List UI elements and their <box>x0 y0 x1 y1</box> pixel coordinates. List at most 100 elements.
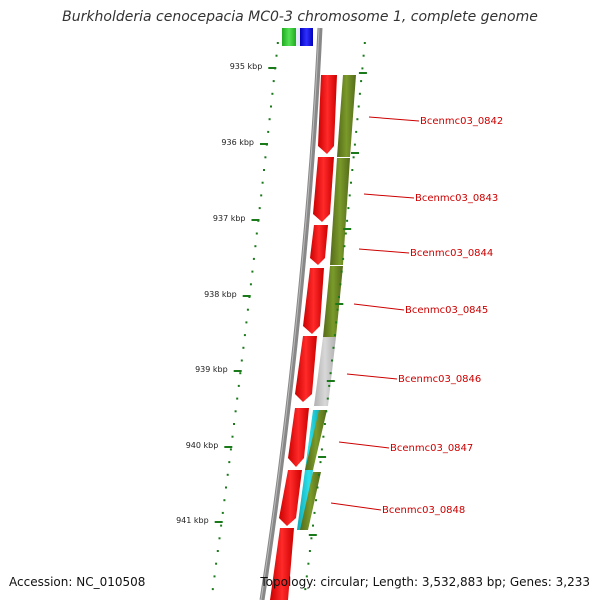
right-scale-dot <box>357 105 360 108</box>
gene-label-leader <box>368 116 420 122</box>
left-scale-dot <box>251 270 254 273</box>
kbp-tick-label: 937 kbp <box>213 214 246 223</box>
right-scale-dot <box>348 194 351 197</box>
right-scale-dot <box>323 423 326 425</box>
left-scale-dot <box>240 359 243 362</box>
kbp-tick-label: 939 kbp <box>195 365 228 374</box>
right-scale-dot <box>355 130 358 133</box>
left-scale-dot <box>245 321 248 324</box>
right-scale-dot <box>329 372 332 375</box>
gene-arrow[interactable] <box>270 528 294 600</box>
cog-block-blue <box>300 28 313 46</box>
gene-arrow[interactable] <box>310 225 328 265</box>
right-tick-mark <box>318 456 327 458</box>
gene-label[interactable]: Bcenmc03_0843 <box>415 193 498 204</box>
left-scale-dot <box>220 524 223 527</box>
cog-block-gray <box>314 337 336 406</box>
gene-arrow[interactable] <box>279 470 302 526</box>
right-scale-dot <box>328 384 331 387</box>
right-scale-dot <box>331 359 333 362</box>
right-scale-dot <box>353 143 356 146</box>
gene-arrow[interactable] <box>313 157 334 222</box>
left-scale-dot <box>249 283 252 286</box>
left-scale-dot <box>246 308 249 311</box>
left-scale-dot <box>211 588 214 591</box>
right-scale-dot <box>339 283 342 286</box>
cog-block-olive <box>337 75 356 157</box>
right-scale-dot <box>325 410 328 413</box>
right-scale-dot <box>343 245 346 248</box>
left-scale-dot <box>272 80 275 83</box>
kbp-tick-label: 935 kbp <box>230 62 263 71</box>
right-scale-dot <box>352 156 355 159</box>
left-scale-dot <box>275 54 278 57</box>
gene-arrow[interactable] <box>288 408 309 467</box>
left-scale-dot <box>229 448 232 451</box>
right-scale-dot <box>333 334 336 337</box>
right-tick-mark <box>358 72 367 74</box>
major-tick-mark <box>260 143 268 145</box>
left-scale-dot <box>261 181 264 184</box>
cog-block-olive <box>305 410 327 470</box>
major-tick-mark <box>251 219 260 221</box>
right-scale-dot <box>304 588 307 591</box>
left-scale-dot <box>242 346 245 349</box>
right-scale-dot <box>318 473 320 476</box>
right-scale-dot <box>308 550 311 552</box>
right-scale-dot <box>319 461 322 464</box>
major-tick-mark <box>233 370 242 372</box>
top-features <box>282 28 313 46</box>
right-scale-dot <box>310 537 313 540</box>
gene-label[interactable]: Bcenmc03_0844 <box>410 248 493 259</box>
left-scale-dot <box>255 232 258 235</box>
left-scale-dot <box>225 486 227 489</box>
right-scale-dot <box>358 92 361 95</box>
left-scale-dot <box>258 207 261 210</box>
gene-label-leader <box>358 248 410 254</box>
right-tick-mark <box>335 303 344 305</box>
left-scale-dot <box>231 435 234 438</box>
left-scale-dot <box>233 423 235 425</box>
right-tick-mark <box>351 152 359 154</box>
right-scale-dot <box>340 270 343 273</box>
gene-label[interactable]: Bcenmc03_0847 <box>390 443 473 454</box>
right-scale-dot <box>307 562 310 565</box>
scale-dots <box>211 42 366 591</box>
left-scale-dot <box>254 245 257 248</box>
right-scale-dot <box>350 181 352 184</box>
right-scale-dot <box>336 308 339 311</box>
chromosome-backbone-highlight <box>260 27 320 600</box>
gene-label[interactable]: Bcenmc03_0848 <box>382 505 465 516</box>
cog-block-olive <box>323 266 343 337</box>
major-tick-mark <box>268 67 277 69</box>
major-tick-mark <box>242 295 251 297</box>
gene-label[interactable]: Bcenmc03_0845 <box>405 305 488 316</box>
right-scale-dot <box>356 118 359 121</box>
genome-summary: Topology: circular; Length: 3,532,883 bp… <box>260 575 590 589</box>
right-scale-dot <box>316 486 319 489</box>
gene-arrow[interactable] <box>303 268 324 334</box>
left-scale-dot <box>234 410 237 413</box>
gene-track[interactable] <box>270 75 337 600</box>
left-scale-dot <box>213 575 216 578</box>
left-scale-dot <box>276 42 279 44</box>
gene-arrow[interactable] <box>318 75 337 154</box>
right-scale-dot <box>351 169 354 171</box>
left-scale-dot <box>223 499 226 502</box>
gene-label[interactable]: Bcenmc03_0846 <box>398 374 481 385</box>
kbp-tick-label: 940 kbp <box>186 441 219 450</box>
kbp-tick-label: 941 kbp <box>176 516 209 525</box>
accession-text: Accession: NC_010508 <box>9 575 146 589</box>
gene-label-leader <box>330 502 382 511</box>
gene-label[interactable]: Bcenmc03_0842 <box>420 116 503 127</box>
major-tick-mark <box>214 521 223 523</box>
left-scale-dot <box>236 397 239 400</box>
gene-arrow[interactable] <box>295 336 317 402</box>
left-scale-dot <box>218 537 221 540</box>
left-scale-dot <box>264 156 267 159</box>
right-scale-dot <box>312 524 314 527</box>
kbp-tick-label: 938 kbp <box>204 290 237 299</box>
left-scale-dot <box>271 92 274 95</box>
gene-label-leader <box>338 441 390 449</box>
